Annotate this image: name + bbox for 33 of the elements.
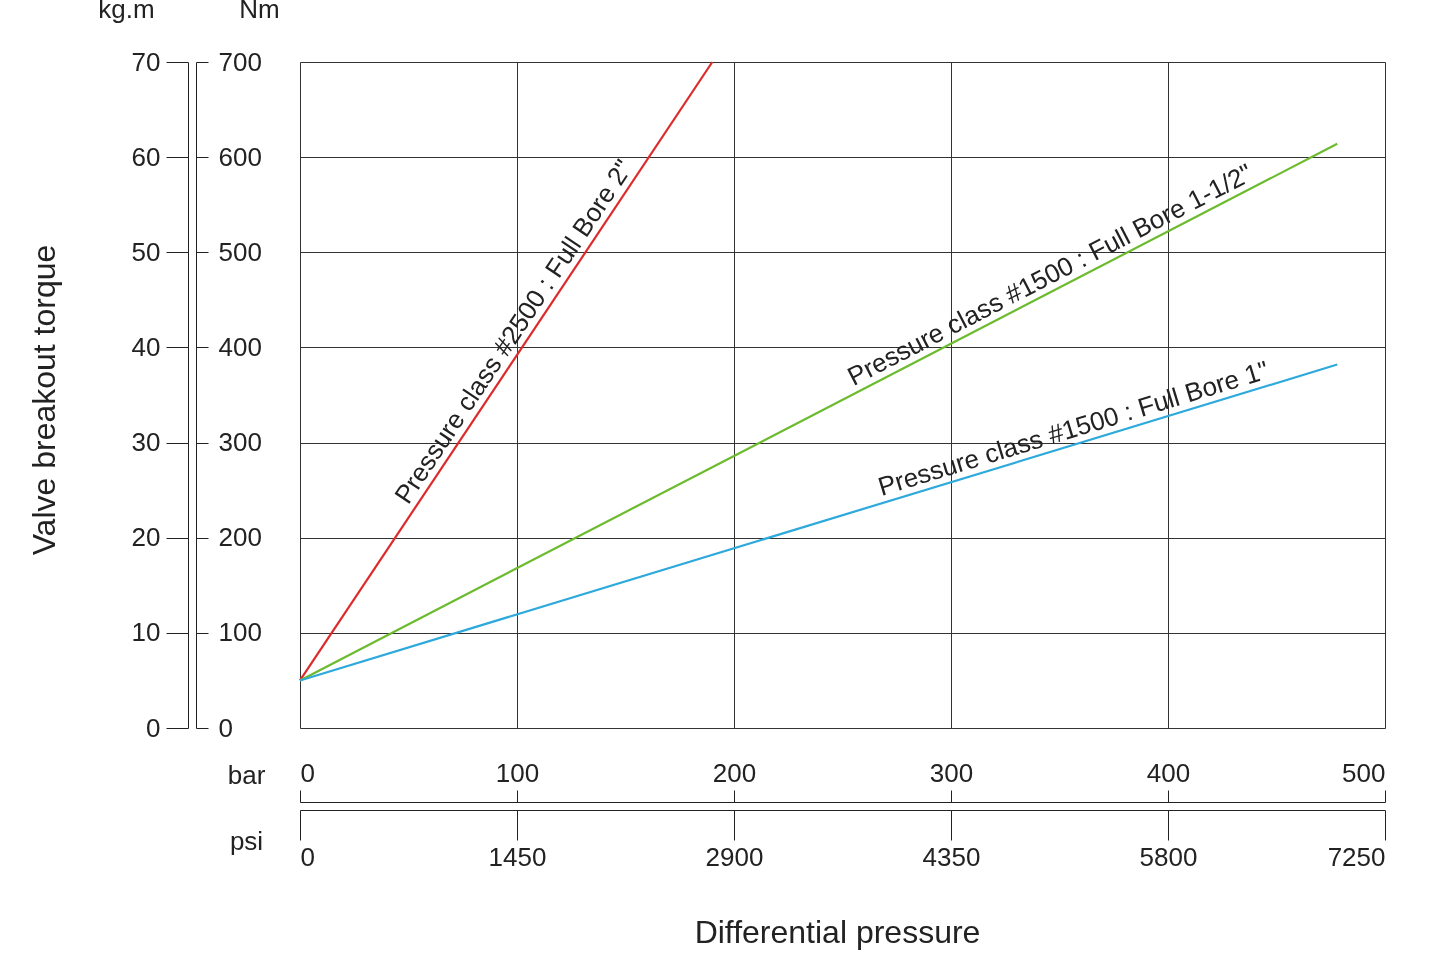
- y2-tick-label: 20: [131, 522, 161, 553]
- y-axis-title: Nm: [239, 0, 280, 24]
- x2-tick-label: 7250: [1327, 841, 1386, 872]
- y-tick-label: 100: [218, 617, 262, 648]
- text: Valve breakout torque: [26, 244, 62, 556]
- x-tick-label: 300: [929, 757, 974, 788]
- text: Differential pressure: [694, 914, 981, 950]
- x-tick-label: 200: [712, 757, 757, 788]
- x-tick-label: 500: [1342, 757, 1386, 788]
- x2-tick-label: 5800: [1139, 841, 1198, 872]
- x2-axis-title: psi: [229, 825, 264, 856]
- y2-tick-label: 50: [131, 236, 161, 267]
- y2-tick-label: 0: [146, 712, 161, 743]
- y-tick-label: 500: [218, 236, 262, 267]
- y2-tick-label: 10: [131, 617, 161, 648]
- x2-tick-label: 1450: [488, 841, 547, 872]
- y-tick-label: 200: [218, 522, 262, 553]
- x2-tick-label: 4350: [922, 841, 981, 872]
- x-tick-label: 100: [495, 757, 540, 788]
- x2-tick-label: 0: [300, 841, 315, 872]
- x-tick-label: 0: [300, 757, 315, 788]
- x-axis-title: bar: [227, 759, 266, 790]
- y-tick-label: 300: [218, 427, 262, 458]
- y-tick-label: 600: [218, 141, 262, 172]
- y2-tick-label: 70: [131, 46, 161, 77]
- y2-tick-label: 30: [131, 427, 161, 458]
- y2-tick-label: 60: [131, 141, 161, 172]
- y2-tick-label: 40: [131, 331, 161, 362]
- x-tick-label: 400: [1146, 757, 1191, 788]
- y-tick-label: 400: [218, 331, 262, 362]
- y-tick-label: 0: [218, 712, 233, 743]
- x2-tick-label: 2900: [705, 841, 764, 872]
- y-tick-label: 700: [218, 46, 262, 77]
